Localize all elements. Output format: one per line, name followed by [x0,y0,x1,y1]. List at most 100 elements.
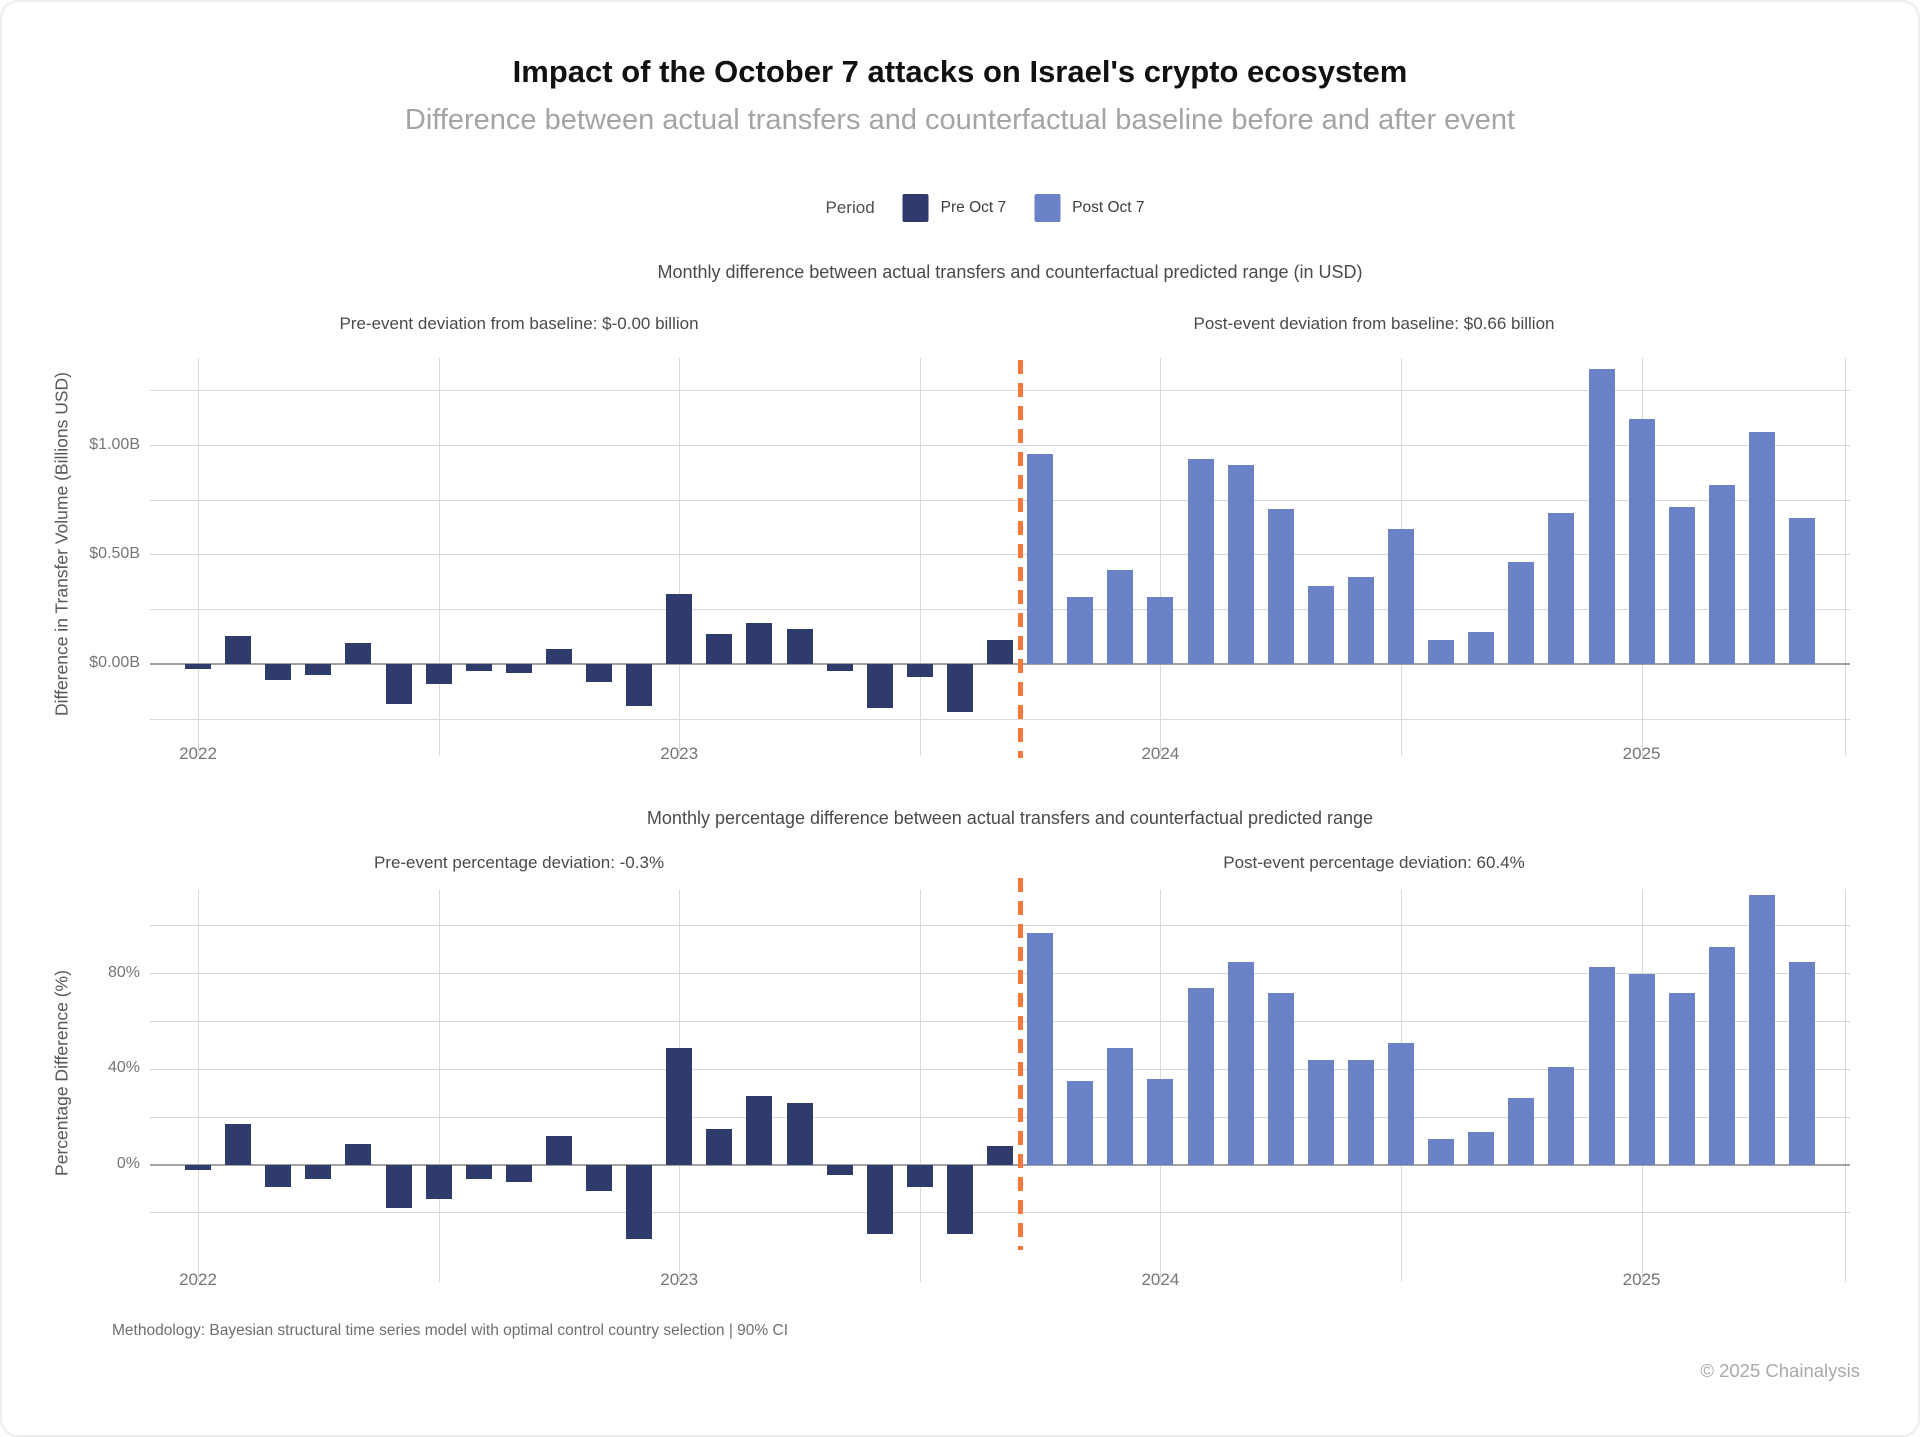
bar-jan-2024 [1147,1079,1174,1166]
bar-aug-2024 [1428,1138,1455,1166]
bar-apr-2025 [1748,432,1775,665]
bar-mar-2022 [265,664,292,680]
bar-oct-2022 [545,649,572,665]
y-axis-tick-label: 40% [107,1059,140,1077]
bar-aug-2023 [946,664,973,713]
bar-jun-2022 [385,1165,412,1209]
gridline-horizontal [150,390,1850,392]
gridline-vertical [919,890,921,1282]
bar-mar-2024 [1227,465,1254,665]
gridline-horizontal [150,1116,1850,1118]
bar-feb-2023 [706,1129,733,1166]
bar-aug-2023 [946,1165,973,1235]
y-axis-tick-label: 0% [116,1155,140,1173]
bar-dec-2024 [1588,966,1615,1165]
plot-area [150,878,1850,1282]
bar-mar-2023 [746,622,773,665]
bar-jan-2022 [185,664,211,669]
y-axis-tick-label: $0.50B [89,544,140,562]
bar-apr-2022 [305,1165,332,1180]
bar-may-2022 [345,642,372,665]
bar-oct-2024 [1508,561,1535,665]
bar-nov-2024 [1548,513,1575,665]
bar-aug-2022 [465,1165,492,1180]
y-axis-tick-label: 80% [107,963,140,981]
bar-may-2024 [1307,1059,1334,1166]
bar-mar-2023 [746,1095,773,1166]
bar-feb-2024 [1187,988,1214,1166]
y-axis-title: Difference in Transfer Volume (Billions … [51,372,72,716]
bar-may-2024 [1307,585,1334,665]
bar-may-2025 [1789,517,1815,665]
bar-mar-2025 [1708,947,1735,1166]
x-axis-tick-label: 2025 [1622,744,1661,763]
post-oct7-swatch-icon [1034,194,1061,222]
bar-nov-2023 [1067,1081,1094,1166]
bar-oct-2022 [545,1136,572,1166]
bar-apr-2023 [786,1102,813,1166]
bar-apr-2025 [1748,894,1775,1166]
bar-mar-2022 [265,1165,292,1187]
bar-oct-2023 [1027,933,1054,1166]
legend-title: Period [825,198,875,217]
usd-difference-chart: $0.00B $0.50B $1.00B 2022 2023 2024 2025 Differ… [0,358,1920,778]
bar-jul-2023 [906,664,933,678]
gridline-vertical [438,358,440,756]
bar-aug-2022 [465,664,492,671]
bar-oct-2023 [1027,454,1054,665]
chart1-title: Monthly difference between actual transf… [657,262,1363,282]
x-axis-tick-label: 2022 [179,744,217,763]
event-line-oct7 [1017,878,1023,1250]
bar-feb-2023 [706,633,733,665]
bar-sep-2023 [987,640,1013,665]
gridline-horizontal [150,609,1850,611]
bar-dec-2022 [626,664,653,706]
x-axis-tick-label: 2023 [660,744,699,763]
bar-nov-2022 [586,664,612,682]
legend-item-pre-oct7: Pre Oct 7 [902,194,1007,222]
x-axis-tick-label: 2022 [179,1270,217,1289]
gridline-vertical [679,358,681,756]
bar-nov-2023 [1067,596,1094,665]
bar-jul-2022 [425,1165,452,1199]
chart1-pre-annotation: Pre-event deviation from baseline: $-0.0… [339,314,699,333]
bar-apr-2023 [786,629,813,665]
chart2-pre-annotation: Pre-event percentage deviation: -0.3% [373,853,665,872]
x-axis-tick-label: 2024 [1141,1270,1180,1289]
bar-apr-2024 [1267,992,1294,1166]
bar-may-2023 [826,1165,853,1175]
bar-jul-2022 [425,664,452,685]
gridline-horizontal [150,1068,1850,1070]
gridline-horizontal [150,445,1850,447]
gridline-horizontal [150,554,1850,556]
bar-dec-2022 [626,1165,653,1240]
bar-jun-2024 [1347,1059,1374,1166]
gridline-vertical [198,358,199,756]
gridline-horizontal [150,718,1850,720]
zero-baseline [150,1164,1850,1167]
bar-may-2023 [826,664,853,671]
gridline-vertical [1845,890,1846,1282]
bar-feb-2022 [225,1124,252,1166]
event-line-oct7 [1017,360,1023,758]
bar-mar-2025 [1708,484,1735,665]
bar-jan-2025 [1628,419,1655,665]
bar-aug-2024 [1428,640,1455,665]
percentage-difference-chart: 0% 40% 80% 2022 2023 2024 2025 Percentage Diffe… [0,878,1920,1310]
bar-jan-2023 [666,594,693,665]
bar-nov-2024 [1548,1067,1575,1166]
bar-dec-2024 [1588,368,1615,665]
gridline-vertical [198,890,199,1282]
bar-mar-2024 [1227,961,1254,1166]
bar-jun-2023 [866,664,893,709]
gridline-vertical [919,358,921,756]
bar-jun-2023 [866,1165,893,1235]
gridline-horizontal [150,499,1850,501]
x-axis-tick-label: 2024 [1141,744,1180,763]
bar-jun-2024 [1347,576,1374,665]
bar-jun-2022 [385,664,412,704]
legend-item-label: Pre Oct 7 [940,199,1007,216]
bar-jul-2024 [1388,1043,1414,1166]
copyright: © 2025 Chainalysis [1700,1360,1860,1381]
chart1-post-annotation: Post-event deviation from baseline: $0.6… [1193,314,1555,333]
